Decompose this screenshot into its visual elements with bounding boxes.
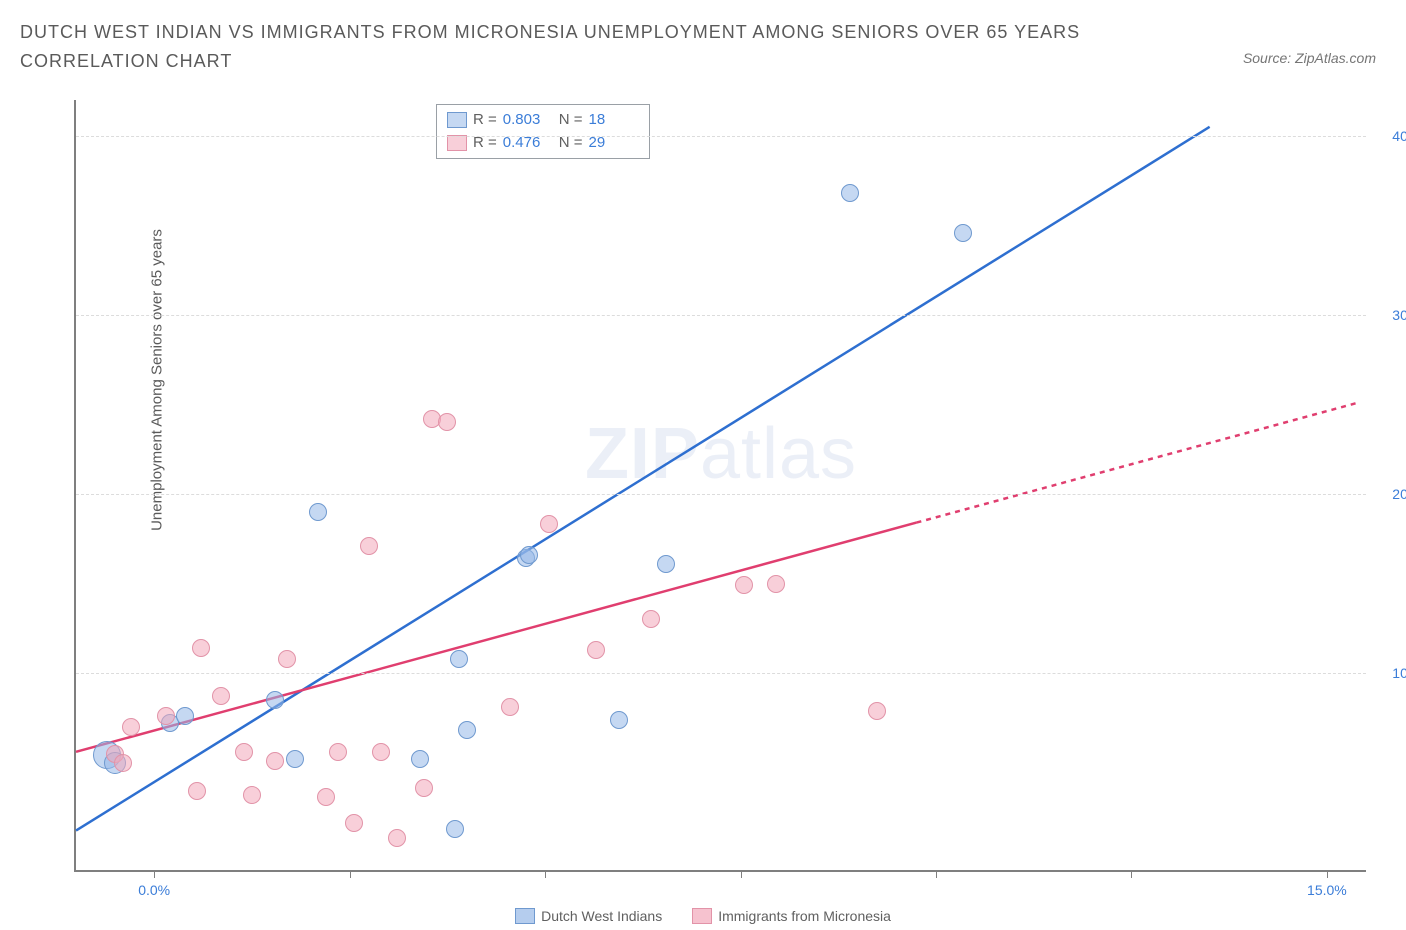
scatter-plot: ZIPatlas R = 0.803 N = 18 R = 0.476 N = … bbox=[74, 100, 1366, 872]
scatter-point bbox=[501, 698, 519, 716]
x-tick-mark bbox=[1327, 870, 1328, 878]
legend-item-2: Immigrants from Micronesia bbox=[692, 908, 891, 924]
x-tick-mark bbox=[936, 870, 937, 878]
scatter-point bbox=[446, 820, 464, 838]
scatter-point bbox=[278, 650, 296, 668]
n-label: N = bbox=[559, 109, 583, 132]
y-tick-label: 40.0% bbox=[1376, 128, 1406, 144]
scatter-point bbox=[212, 687, 230, 705]
gridline-h bbox=[76, 136, 1366, 137]
x-tick-label: 0.0% bbox=[138, 882, 170, 898]
scatter-point bbox=[243, 786, 261, 804]
scatter-point bbox=[954, 224, 972, 242]
scatter-point bbox=[266, 691, 284, 709]
correlation-stats-box: R = 0.803 N = 18 R = 0.476 N = 29 bbox=[436, 104, 650, 159]
scatter-point bbox=[450, 650, 468, 668]
bottom-legend: Dutch West Indians Immigrants from Micro… bbox=[0, 908, 1406, 924]
gridline-h bbox=[76, 494, 1366, 495]
gridline-h bbox=[76, 673, 1366, 674]
scatter-point bbox=[388, 829, 406, 847]
gridline-h bbox=[76, 315, 1366, 316]
scatter-point bbox=[329, 743, 347, 761]
r-label: R = bbox=[473, 109, 497, 132]
x-tick-mark bbox=[350, 870, 351, 878]
scatter-point bbox=[841, 184, 859, 202]
legend-label-1: Dutch West Indians bbox=[541, 908, 662, 924]
legend-label-2: Immigrants from Micronesia bbox=[718, 908, 891, 924]
scatter-point bbox=[317, 788, 335, 806]
x-tick-label: 15.0% bbox=[1307, 882, 1347, 898]
scatter-point bbox=[657, 555, 675, 573]
scatter-point bbox=[360, 537, 378, 555]
y-tick-label: 20.0% bbox=[1376, 486, 1406, 502]
scatter-point bbox=[411, 750, 429, 768]
scatter-point bbox=[415, 779, 433, 797]
scatter-point bbox=[735, 576, 753, 594]
scatter-point bbox=[309, 503, 327, 521]
y-tick-label: 10.0% bbox=[1376, 665, 1406, 681]
scatter-point bbox=[266, 752, 284, 770]
x-tick-mark bbox=[1131, 870, 1132, 878]
scatter-point bbox=[286, 750, 304, 768]
scatter-point bbox=[372, 743, 390, 761]
scatter-point bbox=[176, 707, 194, 725]
scatter-point bbox=[868, 702, 886, 720]
y-tick-label: 30.0% bbox=[1376, 307, 1406, 323]
scatter-point bbox=[235, 743, 253, 761]
scatter-point bbox=[188, 782, 206, 800]
scatter-point bbox=[114, 754, 132, 772]
scatter-point bbox=[520, 546, 538, 564]
scatter-point bbox=[438, 413, 456, 431]
scatter-point bbox=[767, 575, 785, 593]
x-tick-mark bbox=[545, 870, 546, 878]
swatch-series-1 bbox=[447, 112, 467, 128]
scatter-point bbox=[610, 711, 628, 729]
source-label: Source: ZipAtlas.com bbox=[1243, 50, 1376, 66]
x-tick-mark bbox=[154, 870, 155, 878]
scatter-point bbox=[540, 515, 558, 533]
scatter-point bbox=[587, 641, 605, 659]
chart-title: DUTCH WEST INDIAN VS IMMIGRANTS FROM MIC… bbox=[20, 18, 1120, 76]
legend-swatch-1 bbox=[515, 908, 535, 924]
swatch-series-2 bbox=[447, 135, 467, 151]
scatter-point bbox=[122, 718, 140, 736]
n-value-1: 18 bbox=[589, 109, 639, 132]
stat-row-series-1: R = 0.803 N = 18 bbox=[447, 109, 639, 132]
x-tick-mark bbox=[741, 870, 742, 878]
scatter-point bbox=[642, 610, 660, 628]
scatter-point bbox=[345, 814, 363, 832]
scatter-point bbox=[157, 707, 175, 725]
scatter-point bbox=[458, 721, 476, 739]
scatter-point bbox=[192, 639, 210, 657]
r-value-1: 0.803 bbox=[503, 109, 553, 132]
legend-item-1: Dutch West Indians bbox=[515, 908, 662, 924]
legend-swatch-2 bbox=[692, 908, 712, 924]
